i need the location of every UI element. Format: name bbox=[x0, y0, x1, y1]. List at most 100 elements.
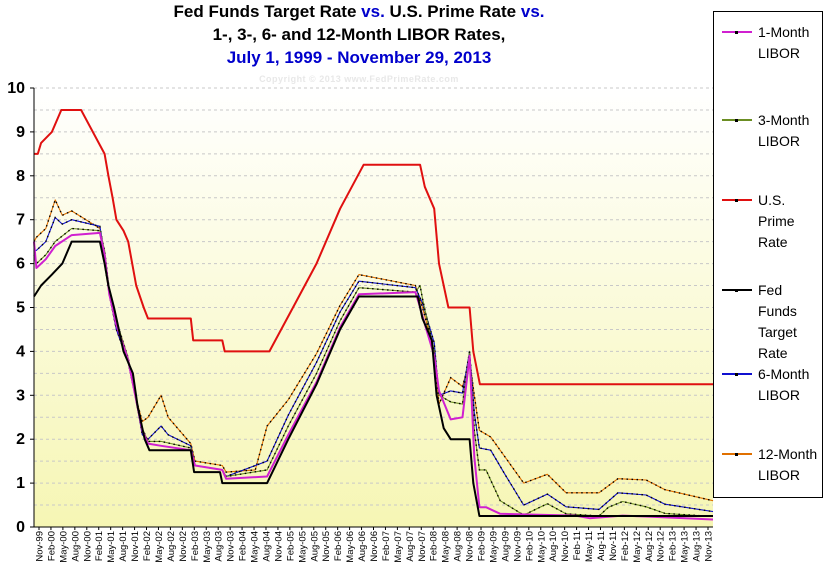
y-tick-label: 5 bbox=[16, 300, 25, 317]
legend-label-line: U.S. bbox=[758, 192, 786, 208]
copyright-watermark: Copyright © 2013 www.FedPrimeRate.com bbox=[259, 74, 459, 84]
x-tick-label: Aug-09 bbox=[500, 531, 511, 562]
x-tick-label: Aug-06 bbox=[357, 531, 368, 562]
legend-marker bbox=[735, 199, 738, 202]
legend-marker bbox=[735, 453, 738, 456]
y-tick-label: 1 bbox=[16, 475, 25, 492]
chart-title-line-1: Fed Funds Target Rate vs. U.S. Prime Rat… bbox=[0, 2, 718, 22]
legend-label-line: Funds bbox=[758, 303, 797, 319]
x-tick-label: May-03 bbox=[202, 531, 213, 563]
x-tick-label: Aug-03 bbox=[214, 531, 225, 562]
x-tick-label: Nov-00 bbox=[82, 531, 93, 562]
legend-marker bbox=[735, 373, 738, 376]
x-tick-label: Aug-08 bbox=[453, 531, 464, 562]
x-tick-label: Aug-13 bbox=[692, 531, 703, 562]
chart-legend: 1-Month LIBOR 3-Month LIBOR U.S. Prime Rate Fed… bbox=[713, 11, 823, 498]
legend-swatch bbox=[722, 31, 752, 34]
x-tick-label: Nov-02 bbox=[178, 531, 189, 562]
y-tick-label: 8 bbox=[16, 168, 25, 185]
x-tick-label: Feb-02 bbox=[142, 531, 153, 561]
legend-label-line: Rate bbox=[758, 345, 788, 361]
x-tick-label: Feb-00 bbox=[46, 531, 57, 561]
x-tick-label: May-13 bbox=[680, 531, 691, 563]
x-tick-label: May-04 bbox=[250, 531, 261, 563]
title-part-vs-2: vs. bbox=[520, 2, 545, 21]
x-tick-label: Nov-09 bbox=[512, 531, 523, 562]
x-tick-label: Nov-10 bbox=[560, 531, 571, 562]
y-tick-label: 4 bbox=[16, 343, 25, 360]
legend-swatch bbox=[722, 199, 752, 202]
series-line-fed-funds-target-rate bbox=[33, 240, 713, 517]
x-tick-label: Nov-12 bbox=[656, 531, 667, 562]
x-tick-label: May-05 bbox=[297, 531, 308, 563]
legend-label-line: LIBOR bbox=[758, 387, 801, 403]
legend-swatch bbox=[722, 453, 752, 456]
title-part-fed: Fed Funds Target Rate bbox=[173, 2, 362, 21]
x-tick-label: Nov-04 bbox=[273, 531, 284, 562]
x-tick-label: Aug-04 bbox=[261, 531, 272, 562]
x-tick-label: May-06 bbox=[345, 531, 356, 563]
x-tick-label: Nov-01 bbox=[130, 531, 141, 562]
x-tick-label: Feb-12 bbox=[620, 531, 631, 561]
x-tick-label: Feb-06 bbox=[333, 531, 344, 561]
x-tick-label: May-11 bbox=[584, 531, 595, 562]
legend-label-line: 12-Month bbox=[758, 446, 818, 462]
x-tick-label: Aug-00 bbox=[70, 531, 81, 562]
chart-title-line-2: 1-, 3-, 6- and 12-Month LIBOR Rates, bbox=[212, 25, 506, 44]
x-tick-label: Feb-07 bbox=[381, 531, 392, 561]
legend-label-line: LIBOR bbox=[758, 45, 801, 61]
x-tick-label: Nov-08 bbox=[465, 531, 476, 562]
series-markers-3-month-libor bbox=[33, 227, 714, 518]
legend-label-line: Target bbox=[758, 324, 797, 340]
legend-label-line: Fed bbox=[758, 282, 783, 298]
legend-label-line: 1-Month bbox=[758, 24, 810, 40]
x-tick-label: May-02 bbox=[154, 531, 165, 563]
x-tick-label: Aug-01 bbox=[118, 531, 129, 562]
legend-label: Fed Funds Target Rate bbox=[758, 280, 797, 364]
x-tick-label: May-10 bbox=[536, 531, 547, 563]
x-tick-label: Aug-11 bbox=[596, 531, 607, 561]
x-tick-label: Feb-03 bbox=[190, 531, 201, 561]
legend-label: U.S. Prime Rate bbox=[758, 190, 795, 253]
x-tick-label: Nov-07 bbox=[417, 531, 428, 562]
legend-label: 12-Month LIBOR bbox=[758, 444, 817, 486]
x-tick-label: Nov-05 bbox=[321, 531, 332, 562]
y-tick-label: 7 bbox=[16, 212, 25, 229]
chart-title-line-3: July 1, 1999 - November 29, 2013 bbox=[226, 48, 492, 67]
x-tick-label: Feb-05 bbox=[285, 531, 296, 561]
legend-label-line: LIBOR bbox=[758, 133, 801, 149]
legend-swatch bbox=[722, 119, 752, 122]
x-tick-label: Nov-99 bbox=[35, 531, 46, 562]
y-tick-label: 2 bbox=[16, 431, 25, 448]
y-tick-label: 6 bbox=[16, 256, 25, 273]
y-tick-label: 10 bbox=[7, 80, 25, 97]
x-tick-label: Feb-13 bbox=[668, 531, 679, 561]
x-tick-label: Aug-02 bbox=[166, 531, 177, 562]
legend-label-line: Rate bbox=[758, 234, 788, 250]
x-tick-label: May-01 bbox=[106, 531, 117, 563]
legend-label: 3-Month LIBOR bbox=[758, 110, 809, 152]
legend-label-line: Prime bbox=[758, 213, 795, 229]
legend-label-line: 3-Month bbox=[758, 112, 810, 128]
x-tick-label: May-00 bbox=[58, 531, 69, 563]
x-tick-label: Nov-03 bbox=[226, 531, 237, 562]
x-tick-label: Nov-11 bbox=[608, 531, 619, 561]
x-tick-label: May-07 bbox=[393, 531, 404, 563]
x-tick-label: Aug-12 bbox=[644, 531, 655, 562]
legend-swatch bbox=[722, 289, 752, 292]
x-tick-label: Nov-13 bbox=[704, 531, 715, 562]
legend-label: 1-Month LIBOR bbox=[758, 22, 809, 64]
title-part-prime: U.S. Prime Rate bbox=[384, 2, 521, 21]
x-tick-label: Feb-08 bbox=[429, 531, 440, 561]
y-tick-label: 0 bbox=[16, 519, 25, 536]
grid-lines bbox=[34, 87, 713, 506]
x-tick-label: May-08 bbox=[441, 531, 452, 563]
legend-marker bbox=[735, 31, 738, 34]
x-tick-label: Aug-07 bbox=[405, 531, 416, 562]
x-tick-label: Feb-04 bbox=[238, 531, 249, 561]
x-tick-label: Feb-10 bbox=[524, 531, 535, 561]
legend-marker bbox=[735, 119, 738, 122]
y-tick-label: 9 bbox=[16, 124, 25, 141]
series-lines bbox=[33, 109, 714, 521]
